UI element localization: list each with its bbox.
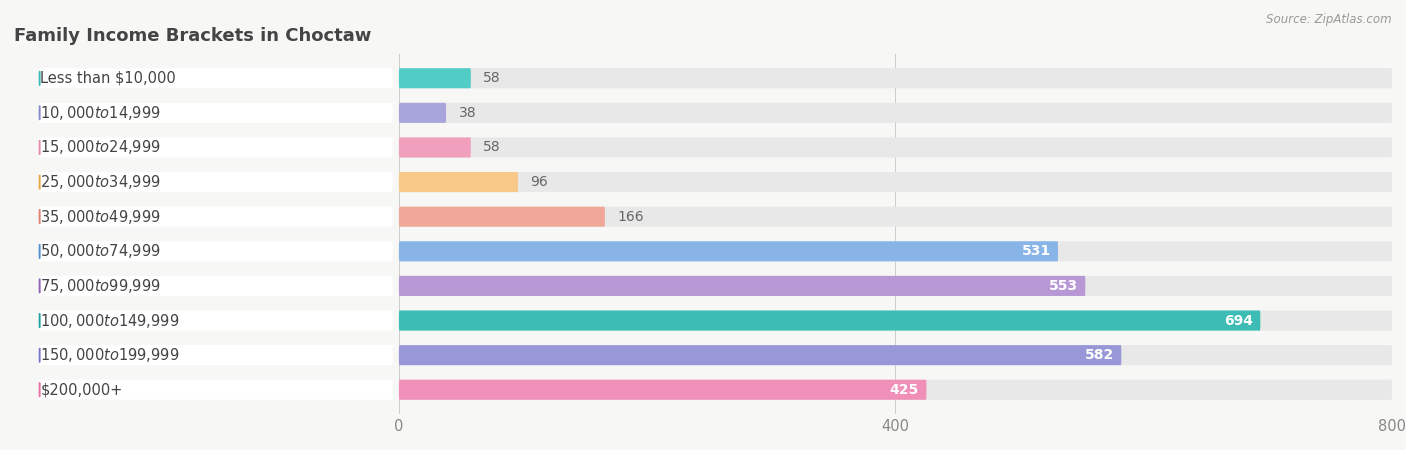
FancyBboxPatch shape <box>399 345 1122 365</box>
FancyBboxPatch shape <box>39 241 392 261</box>
Text: 58: 58 <box>484 71 501 85</box>
Text: $25,000 to $34,999: $25,000 to $34,999 <box>41 173 162 191</box>
FancyBboxPatch shape <box>399 68 1392 88</box>
FancyBboxPatch shape <box>39 103 392 123</box>
FancyBboxPatch shape <box>399 276 1085 296</box>
FancyBboxPatch shape <box>39 276 392 296</box>
Text: 800: 800 <box>1378 419 1406 434</box>
Text: $10,000 to $14,999: $10,000 to $14,999 <box>41 104 162 122</box>
FancyBboxPatch shape <box>39 172 392 192</box>
FancyBboxPatch shape <box>399 207 1392 227</box>
Text: Family Income Brackets in Choctaw: Family Income Brackets in Choctaw <box>14 27 371 45</box>
FancyBboxPatch shape <box>399 137 1392 158</box>
Text: 58: 58 <box>484 140 501 154</box>
Text: 694: 694 <box>1223 314 1253 328</box>
FancyBboxPatch shape <box>399 380 927 400</box>
Text: 425: 425 <box>890 383 920 397</box>
Text: $200,000+: $200,000+ <box>41 382 122 397</box>
FancyBboxPatch shape <box>399 103 446 123</box>
FancyBboxPatch shape <box>399 241 1059 261</box>
FancyBboxPatch shape <box>399 172 517 192</box>
Text: $75,000 to $99,999: $75,000 to $99,999 <box>41 277 162 295</box>
FancyBboxPatch shape <box>399 310 1392 331</box>
Text: Less than $10,000: Less than $10,000 <box>41 71 176 86</box>
Text: 0: 0 <box>394 419 404 434</box>
Text: 38: 38 <box>458 106 477 120</box>
FancyBboxPatch shape <box>399 310 1260 331</box>
Text: $150,000 to $199,999: $150,000 to $199,999 <box>41 346 180 364</box>
FancyBboxPatch shape <box>39 137 392 158</box>
Text: 400: 400 <box>882 419 910 434</box>
FancyBboxPatch shape <box>399 137 471 158</box>
FancyBboxPatch shape <box>399 241 1392 261</box>
FancyBboxPatch shape <box>39 207 392 227</box>
FancyBboxPatch shape <box>39 310 392 331</box>
Text: 553: 553 <box>1049 279 1078 293</box>
FancyBboxPatch shape <box>399 172 1392 192</box>
Text: $15,000 to $24,999: $15,000 to $24,999 <box>41 139 162 157</box>
Text: Source: ZipAtlas.com: Source: ZipAtlas.com <box>1267 14 1392 27</box>
Text: 166: 166 <box>617 210 644 224</box>
Text: $35,000 to $49,999: $35,000 to $49,999 <box>41 208 162 226</box>
FancyBboxPatch shape <box>39 345 392 365</box>
FancyBboxPatch shape <box>39 380 392 400</box>
FancyBboxPatch shape <box>399 380 1392 400</box>
Text: $100,000 to $149,999: $100,000 to $149,999 <box>41 311 180 329</box>
Text: $50,000 to $74,999: $50,000 to $74,999 <box>41 242 162 260</box>
Text: 96: 96 <box>530 175 548 189</box>
FancyBboxPatch shape <box>399 345 1392 365</box>
FancyBboxPatch shape <box>399 103 1392 123</box>
FancyBboxPatch shape <box>399 276 1392 296</box>
FancyBboxPatch shape <box>399 68 471 88</box>
Text: 531: 531 <box>1021 244 1050 258</box>
FancyBboxPatch shape <box>399 207 605 227</box>
FancyBboxPatch shape <box>39 68 392 88</box>
Text: 582: 582 <box>1084 348 1114 362</box>
